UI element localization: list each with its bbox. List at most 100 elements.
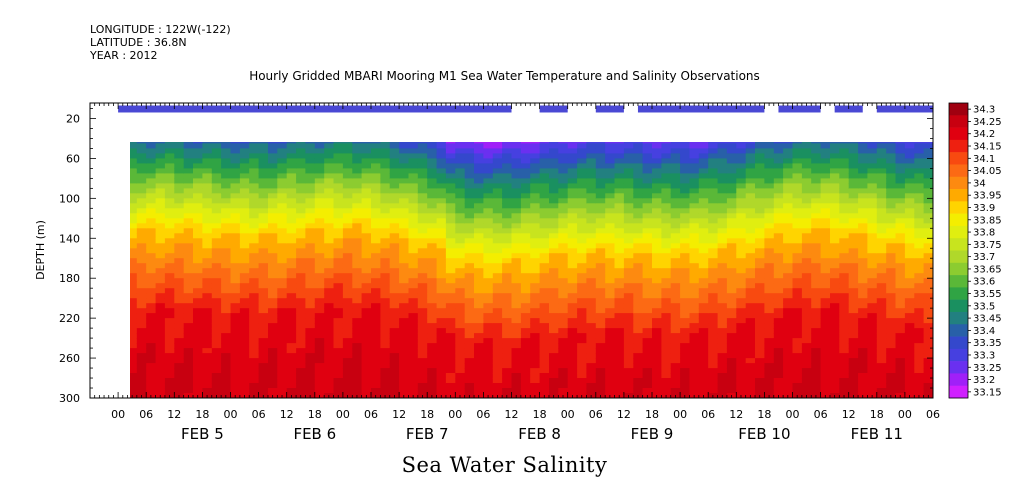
- salinity-cell: [492, 193, 503, 199]
- salinity-cell: [455, 223, 466, 229]
- salinity-cell: [783, 288, 794, 294]
- salinity-cell: [614, 318, 625, 324]
- salinity-cell: [708, 213, 719, 219]
- salinity-cell: [277, 253, 288, 259]
- salinity-cell: [539, 358, 550, 364]
- salinity-cell: [155, 303, 166, 309]
- salinity-cell: [342, 378, 353, 384]
- salinity-cell: [820, 273, 831, 279]
- salinity-cell: [745, 283, 756, 289]
- salinity-cell: [595, 188, 606, 194]
- salinity-cell: [670, 183, 681, 189]
- salinity-cell: [174, 273, 185, 279]
- salinity-cell: [399, 198, 410, 204]
- salinity-cell: [586, 213, 597, 219]
- salinity-cell: [811, 363, 822, 369]
- salinity-cell: [773, 283, 784, 289]
- salinity-cell: [202, 388, 213, 394]
- salinity-cell: [211, 163, 222, 169]
- salinity-cell: [417, 283, 428, 289]
- salinity-cell: [389, 323, 400, 329]
- salinity-cell: [914, 178, 925, 184]
- salinity-cell: [773, 373, 784, 379]
- salinity-cell: [202, 143, 213, 149]
- salinity-cell: [558, 323, 569, 329]
- salinity-cell: [670, 148, 681, 154]
- salinity-cell: [492, 273, 503, 279]
- salinity-cell: [464, 153, 475, 159]
- salinity-cell: [567, 193, 578, 199]
- salinity-cell: [389, 293, 400, 299]
- salinity-cell: [436, 278, 447, 284]
- salinity-cell: [202, 233, 213, 239]
- salinity-cell: [146, 183, 157, 189]
- salinity-cell: [755, 163, 765, 169]
- salinity-cell: [202, 193, 213, 199]
- salinity-cell: [839, 388, 850, 394]
- salinity-cell: [680, 168, 691, 174]
- salinity-cell: [595, 268, 606, 274]
- salinity-cell: [839, 333, 850, 339]
- salinity-cell: [146, 142, 157, 144]
- salinity-cell: [839, 343, 850, 349]
- salinity-cell: [876, 348, 887, 354]
- salinity-cell: [427, 303, 438, 309]
- salinity-cell: [296, 343, 307, 349]
- salinity-cell: [914, 283, 925, 289]
- salinity-cell: [436, 203, 447, 209]
- salinity-cell: [558, 243, 569, 249]
- salinity-cell: [577, 143, 588, 149]
- salinity-cell: [399, 358, 410, 364]
- salinity-cell: [164, 193, 175, 199]
- salinity-cell: [202, 158, 213, 164]
- salinity-cell: [511, 183, 522, 189]
- salinity-cell: [820, 253, 831, 259]
- salinity-cell: [577, 168, 588, 174]
- salinity-cell: [680, 158, 691, 164]
- salinity-cell: [492, 308, 503, 314]
- salinity-cell: [324, 178, 335, 184]
- salinity-cell: [745, 303, 756, 309]
- salinity-cell: [483, 183, 494, 189]
- salinity-cell: [511, 278, 522, 284]
- salinity-cell: [483, 188, 494, 194]
- salinity-cell: [595, 183, 606, 189]
- salinity-cell: [436, 273, 447, 279]
- salinity-cell: [239, 268, 250, 274]
- surface-band: [118, 104, 934, 114]
- salinity-cell: [858, 208, 869, 214]
- salinity-cell: [502, 363, 513, 369]
- salinity-cell: [408, 153, 419, 159]
- salinity-cell: [314, 173, 325, 179]
- salinity-cell: [549, 208, 559, 214]
- salinity-cell: [689, 373, 700, 379]
- salinity-cell: [717, 343, 728, 349]
- salinity-cell: [755, 268, 765, 274]
- salinity-cell: [577, 263, 588, 269]
- salinity-cell: [483, 198, 494, 204]
- salinity-cell: [783, 378, 794, 384]
- salinity-cell: [221, 358, 232, 364]
- salinity-cell: [305, 143, 316, 149]
- salinity-cell: [399, 148, 410, 154]
- salinity-cell: [371, 208, 381, 214]
- salinity-cell: [595, 373, 606, 379]
- salinity-cell: [755, 308, 765, 314]
- salinity-cell: [811, 243, 822, 249]
- salinity-cell: [324, 383, 335, 389]
- salinity-cell: [221, 368, 232, 374]
- salinity-cell: [436, 353, 447, 359]
- salinity-cell: [474, 218, 484, 224]
- salinity-cell: [474, 173, 484, 179]
- salinity-cell: [923, 368, 933, 374]
- salinity-cell: [689, 158, 700, 164]
- salinity-cell: [680, 378, 691, 384]
- salinity-cell: [567, 233, 578, 239]
- salinity-cell: [146, 383, 157, 389]
- salinity-cell: [867, 328, 878, 334]
- salinity-cell: [586, 293, 597, 299]
- salinity-cell: [586, 188, 597, 194]
- salinity-cell: [342, 223, 353, 229]
- salinity-cell: [549, 218, 559, 224]
- salinity-cell: [474, 228, 484, 234]
